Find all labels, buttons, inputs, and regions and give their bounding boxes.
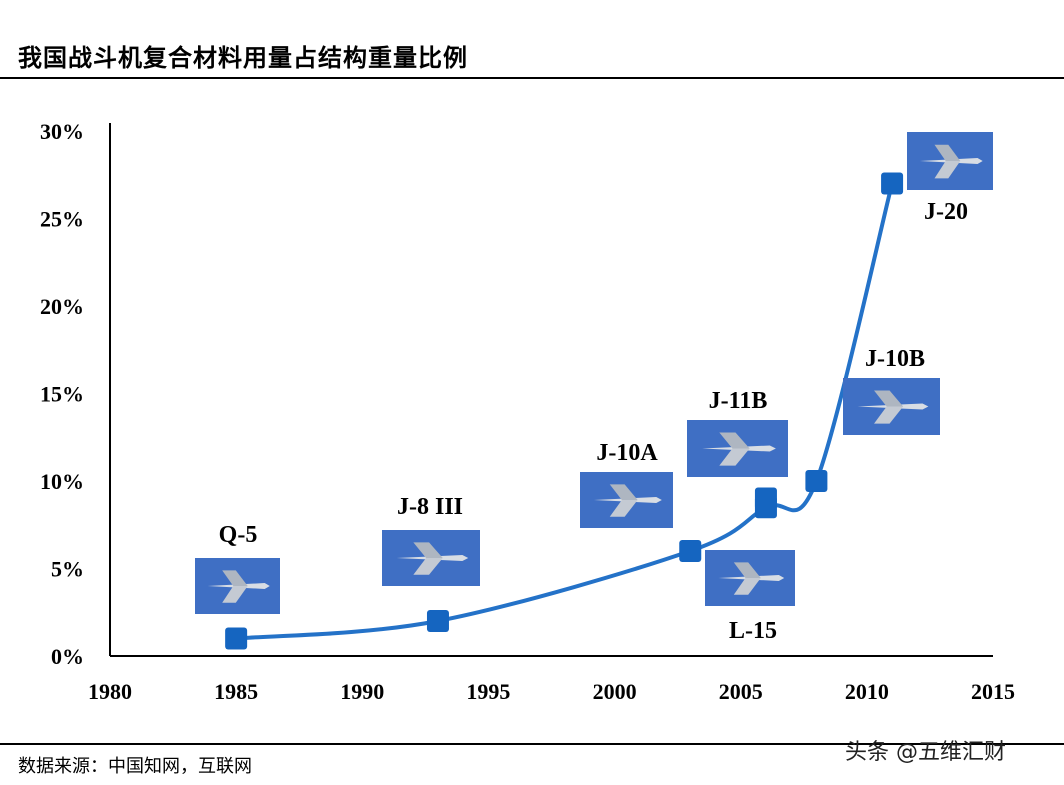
aircraft-photo <box>843 378 940 435</box>
y-tick-label: 30% <box>40 119 84 144</box>
aircraft-label: J-11B <box>709 388 768 414</box>
y-tick-label: 5% <box>51 557 84 582</box>
aircraft-photo <box>195 558 280 614</box>
data-point-marker <box>426 610 449 632</box>
aircraft-photo <box>382 530 480 586</box>
data-point-marker <box>225 627 248 650</box>
x-tick-label: 2005 <box>719 679 763 704</box>
aircraft-photo <box>687 420 788 477</box>
source-note: 数据来源：中国知网，互联网 <box>18 756 252 777</box>
line-chart: 0% 5% 10% 15% 20% 25% 30% 1980 1985 1990 1995 2000 2… <box>40 119 1015 704</box>
page-title: 我国战斗机复合材料用量占结构重量比例 <box>18 44 468 72</box>
aircraft-photo <box>907 132 993 190</box>
footer-divider <box>0 743 1064 745</box>
aircraft-label: J-20 <box>924 199 968 225</box>
y-tick-label: 25% <box>40 207 84 232</box>
x-tick-label: 1995 <box>466 679 510 704</box>
y-tick-label: 20% <box>40 294 84 319</box>
data-point-marker <box>754 487 777 510</box>
trend-line <box>235 183 895 641</box>
aircraft-label: J-10A <box>596 440 658 466</box>
x-tick-label: 1985 <box>214 679 258 704</box>
x-tick-label: 1990 <box>340 679 384 704</box>
x-tick-label: 1980 <box>88 679 132 704</box>
y-tick-label: 10% <box>40 469 84 494</box>
aircraft-photo <box>580 472 673 528</box>
data-point-marker <box>805 470 828 492</box>
aircraft-label: L-15 <box>729 618 777 644</box>
data-point-marker <box>881 172 904 195</box>
aircraft-label: J-10B <box>865 346 925 372</box>
x-tick-label: 2000 <box>593 679 637 704</box>
x-tick-label: 2010 <box>845 679 889 704</box>
aircraft-label: Q-5 <box>219 522 258 548</box>
aircraft-photo <box>705 550 795 606</box>
title-divider <box>0 77 1064 79</box>
y-tick-label: 15% <box>40 382 84 407</box>
watermark: 头条 @五维汇财 <box>845 740 1006 765</box>
y-tick-label: 0% <box>51 644 84 669</box>
data-point-marker <box>679 540 702 562</box>
x-tick-label: 2015 <box>971 679 1015 704</box>
aircraft-label: J-8 III <box>397 494 463 520</box>
